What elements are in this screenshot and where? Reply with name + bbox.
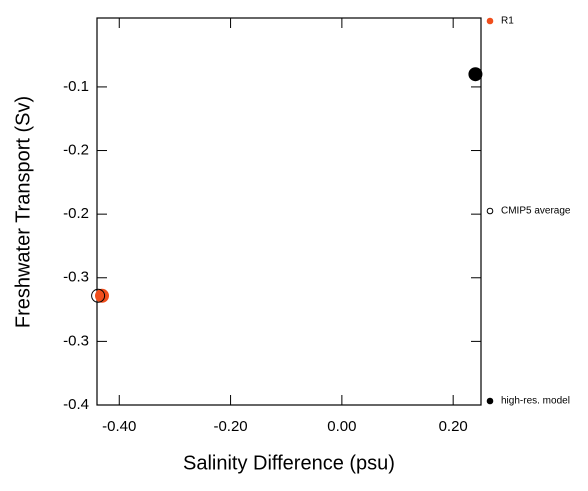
y-tick-label: -0.2 bbox=[63, 205, 89, 222]
point bbox=[91, 288, 106, 303]
x-tick-label: -0.40 bbox=[102, 418, 136, 435]
point bbox=[468, 67, 483, 82]
y-tick-label: -0.3 bbox=[63, 332, 89, 349]
legend-marker bbox=[486, 17, 494, 25]
y-axis-label: Freshwater Transport (Sv) bbox=[12, 96, 34, 328]
y-tick-label: -0.1 bbox=[63, 78, 89, 95]
y-tick-label: -0.3 bbox=[63, 269, 89, 286]
y-tick-label: -0.2 bbox=[63, 142, 89, 159]
y-tick-label: -0.4 bbox=[63, 396, 89, 413]
legend-marker bbox=[486, 207, 494, 215]
x-tick-label: -0.20 bbox=[213, 418, 247, 435]
legend-label: R1 bbox=[501, 16, 514, 27]
legend-label: CMIP5 average bbox=[501, 206, 571, 217]
point bbox=[95, 288, 110, 303]
x-tick-label: 0.00 bbox=[327, 418, 356, 435]
x-tick-label: 0.20 bbox=[439, 418, 468, 435]
plot-frame bbox=[96, 17, 482, 406]
x-axis-label: Salinity Difference (psu) bbox=[183, 452, 395, 474]
legend-marker bbox=[486, 397, 494, 405]
legend-label: high-res. model bbox=[501, 396, 570, 407]
